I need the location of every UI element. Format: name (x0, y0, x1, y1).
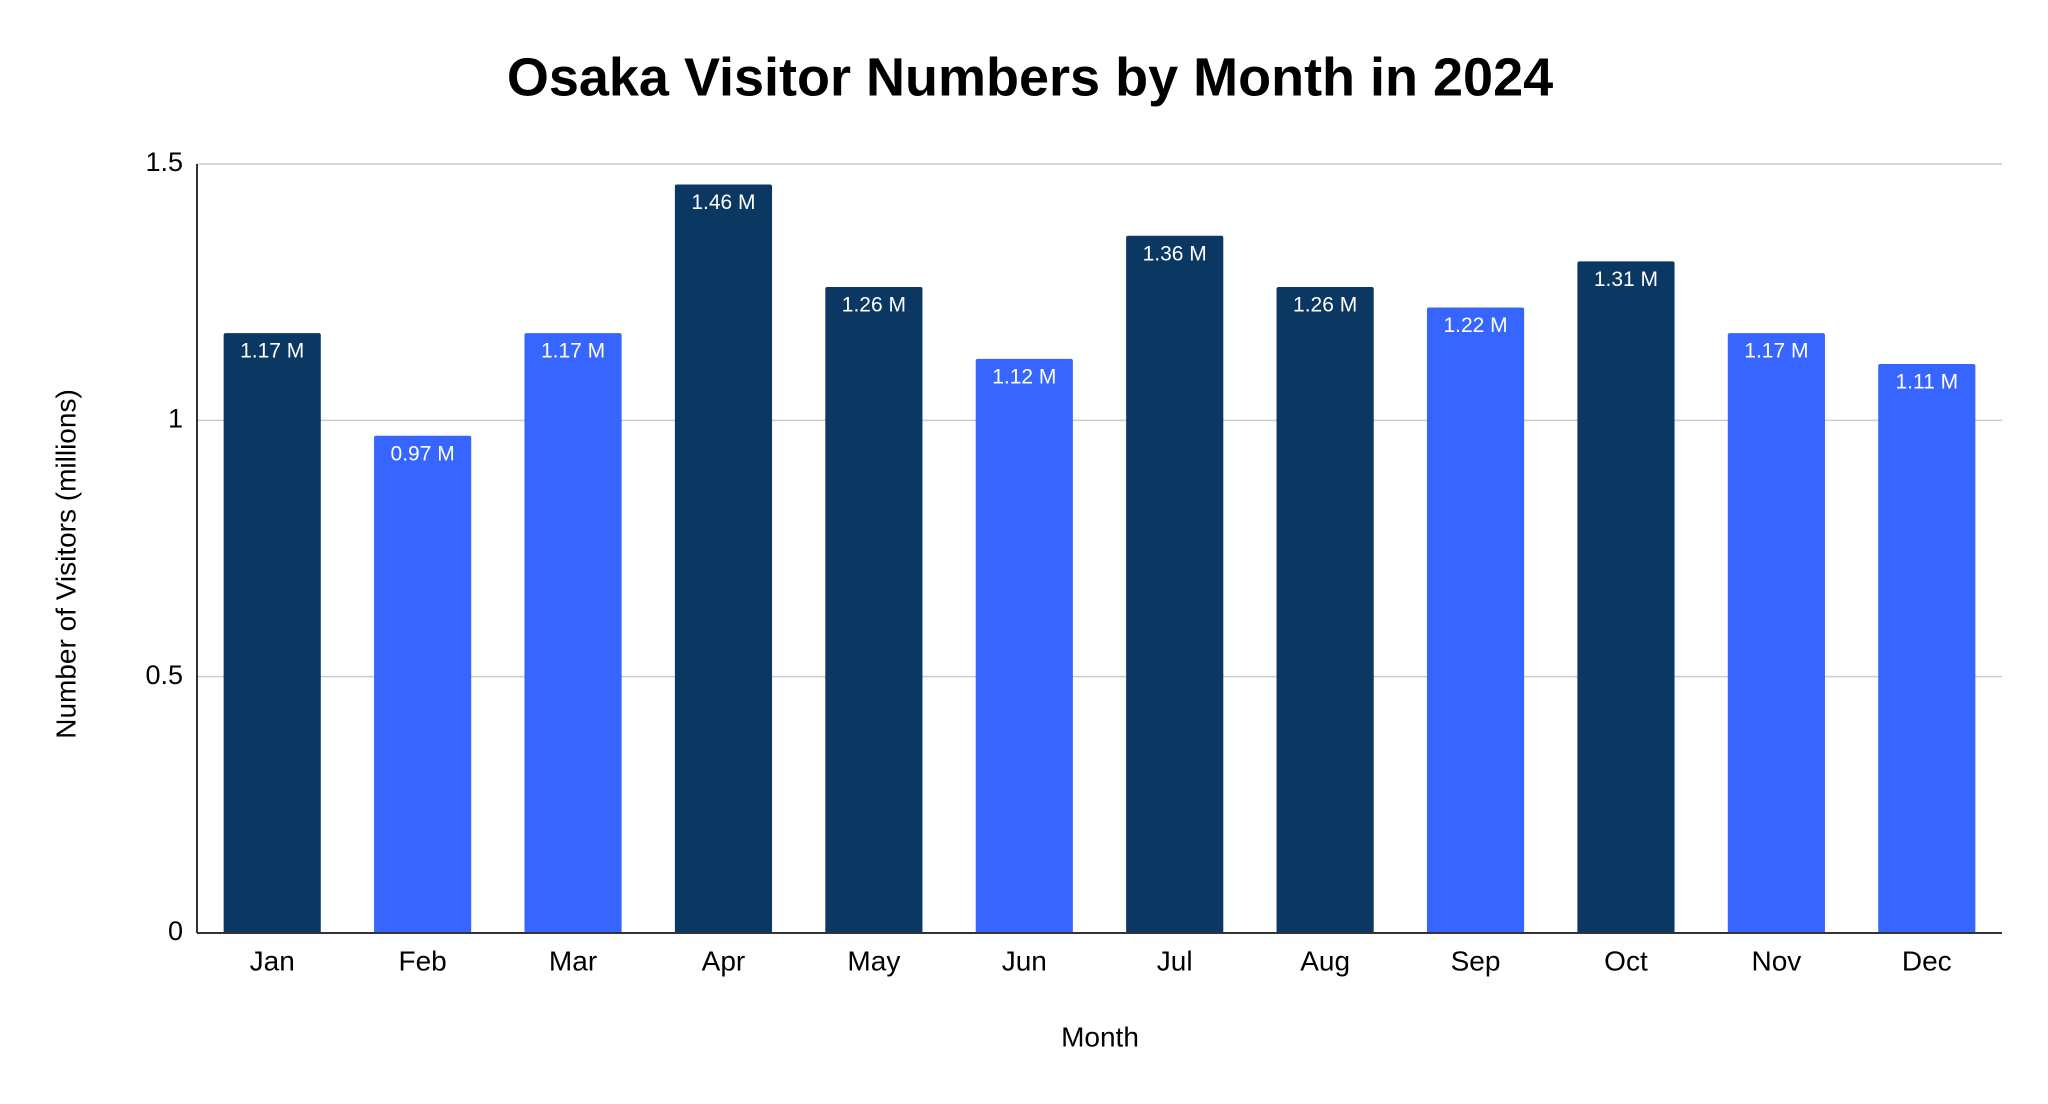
chart-title: Osaka Visitor Numbers by Month in 2024 (507, 47, 1553, 107)
bar (1577, 261, 1675, 933)
x-tick-label: Jan (250, 945, 295, 976)
x-tick-label: Sep (1451, 945, 1501, 976)
data-label: 1.17 M (541, 340, 605, 363)
bar (223, 333, 321, 933)
data-label: 0.97 M (391, 442, 455, 465)
x-tick-label: Mar (549, 945, 597, 976)
x-tick-label: May (847, 945, 900, 976)
data-label: 1.11 M (1895, 370, 1958, 393)
x-tick-label: Aug (1300, 945, 1350, 976)
bar (825, 287, 923, 933)
bar (1126, 235, 1224, 934)
bar (1276, 287, 1374, 933)
data-label: 1.36 M (1143, 242, 1207, 265)
bar (1727, 333, 1825, 933)
bar (975, 358, 1073, 933)
data-label: 1.22 M (1443, 314, 1507, 337)
bar (1878, 363, 1976, 933)
data-label: 1.17 M (1744, 340, 1808, 363)
data-label: 1.26 M (1293, 294, 1357, 317)
x-tick-label: Jun (1002, 945, 1047, 976)
x-tick-label: Apr (702, 945, 746, 976)
bar (674, 184, 773, 934)
bar (374, 435, 472, 933)
data-label: 1.17 M (240, 340, 304, 363)
y-axis-title: Number of Visitors (millions) (50, 389, 81, 739)
y-tick-label: 0.5 (145, 660, 183, 690)
y-tick-label: 0 (168, 916, 183, 946)
data-label: 1.26 M (842, 294, 906, 317)
y-tick-label: 1 (168, 403, 183, 433)
data-label: 1.31 M (1594, 268, 1658, 291)
x-axis-title: Month (1061, 1021, 1139, 1052)
bar (524, 333, 622, 933)
x-tick-label: Jul (1157, 945, 1193, 976)
bar (1426, 307, 1525, 934)
data-label: 1.46 M (691, 191, 755, 214)
x-tick-label: Dec (1902, 945, 1952, 976)
data-label: 1.12 M (992, 365, 1056, 388)
x-tick-label: Nov (1751, 945, 1801, 976)
x-tick-label: Oct (1604, 945, 1648, 976)
x-tick-label: Feb (399, 945, 447, 976)
y-tick-label: 1.5 (145, 147, 183, 177)
